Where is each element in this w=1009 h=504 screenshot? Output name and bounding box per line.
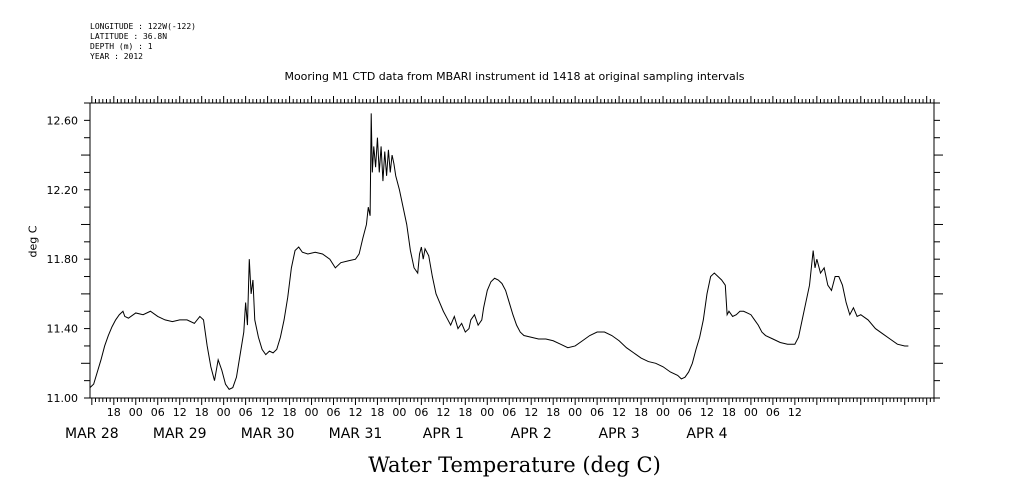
x-tick-label: 00: [480, 406, 494, 419]
x-date-label: APR 2: [511, 426, 552, 442]
x-tick-label: 00: [129, 406, 143, 419]
x-tick-label: 06: [151, 406, 165, 419]
y-tick-label: 12.60: [47, 114, 79, 127]
x-date-label: MAR 28: [65, 426, 119, 442]
x-tick-label: 12: [788, 406, 802, 419]
x-tick-label: 18: [107, 406, 121, 419]
x-tick-label: 12: [261, 406, 275, 419]
x-tick-label: 12: [612, 406, 626, 419]
y-tick-label: 11.40: [47, 323, 79, 336]
x-date-label: MAR 29: [153, 426, 207, 442]
x-tick-label: 06: [502, 406, 516, 419]
x-tick-label: 18: [283, 406, 297, 419]
x-tick-label: 06: [239, 406, 253, 419]
temperature-series-line: [89, 113, 909, 390]
x-tick-label: 06: [590, 406, 604, 419]
x-tick-label: 12: [436, 406, 450, 419]
x-tick-label: 12: [348, 406, 362, 419]
x-tick-label: 12: [173, 406, 187, 419]
metadata-block: LONGITUDE : 122W(-122) LATITUDE : 36.8N …: [90, 22, 196, 62]
x-date-label: MAR 31: [329, 426, 383, 442]
x-tick-label: 06: [766, 406, 780, 419]
x-date-label: APR 3: [599, 426, 640, 442]
x-tick-label: 18: [634, 406, 648, 419]
x-tick-label: 12: [700, 406, 714, 419]
x-tick-label: 00: [217, 406, 231, 419]
meta-depth: DEPTH (m) : 1: [90, 42, 153, 51]
plot-frame: [89, 102, 935, 399]
meta-year: YEAR : 2012: [90, 52, 143, 61]
chart-title: Mooring M1 CTD data from MBARI instrumen…: [284, 70, 745, 83]
x-tick-label: 18: [722, 406, 736, 419]
x-tick-label: 06: [326, 406, 340, 419]
x-tick-label: 18: [458, 406, 472, 419]
x-tick-label: 00: [744, 406, 758, 419]
x-tick-label: 06: [678, 406, 692, 419]
x-axis-label: Water Temperature (deg C): [368, 453, 661, 477]
x-date-label: APR 4: [686, 426, 727, 442]
y-tick-label: 12.20: [47, 184, 79, 197]
x-tick-label: 00: [305, 406, 319, 419]
x-date-label: APR 1: [423, 426, 464, 442]
x-tick-label: 00: [568, 406, 582, 419]
x-tick-label: 18: [546, 406, 560, 419]
x-tick-label: 06: [414, 406, 428, 419]
x-tick-label: 18: [195, 406, 209, 419]
x-date-label: MAR 30: [241, 426, 295, 442]
y-tick-label: 11.80: [47, 253, 79, 266]
meta-latitude: LATITUDE : 36.8N: [90, 32, 168, 41]
x-tick-label: 00: [656, 406, 670, 419]
y-tick-label: 11.00: [47, 392, 79, 405]
x-tick-label: 12: [524, 406, 538, 419]
meta-longitude: LONGITUDE : 122W(-122): [90, 22, 196, 31]
x-tick-label: 00: [392, 406, 406, 419]
x-tick-label: 18: [370, 406, 384, 419]
